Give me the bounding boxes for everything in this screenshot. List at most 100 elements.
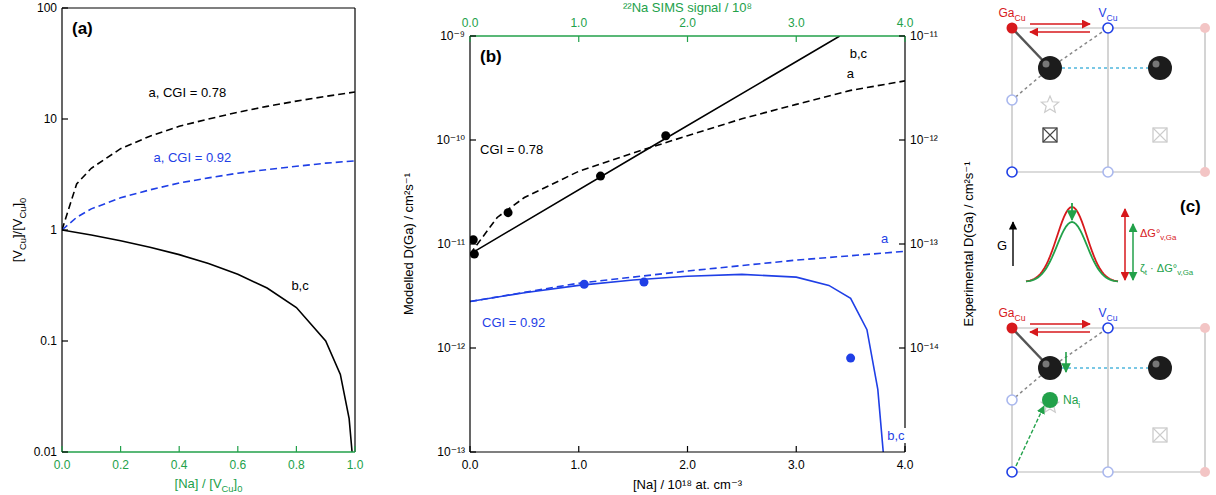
tick-label: 10⁻¹² [437, 341, 465, 355]
text-part: 0.8 [288, 458, 305, 472]
tick-label: 0.2 [112, 458, 129, 472]
tick-label: 10⁻¹³ [437, 445, 465, 459]
y-axis-title: [VCu]/[VCu]0 [10, 198, 28, 263]
energy-axis-arrow [1012, 222, 1013, 266]
text-part: 0.01 [34, 445, 58, 459]
text-part: Cu [1015, 13, 1026, 23]
panel-label: (c) [1180, 197, 1201, 216]
series-label: a [881, 231, 889, 246]
tick-label: 0.8 [288, 458, 305, 472]
energy-axis-label: G [997, 238, 1007, 253]
faint-site [1200, 23, 1210, 33]
text-part: CGI = 0.78 [480, 142, 543, 157]
lattice-edge [1204, 28, 1205, 172]
data-point [470, 235, 478, 244]
label-patch [880, 231, 890, 246]
tick-label: 10 [44, 112, 58, 126]
tick [61, 446, 62, 452]
tick [904, 446, 905, 452]
tick-label: 4.0 [897, 458, 914, 472]
lattice-cell: GaCuVCu [998, 6, 1210, 177]
tick [469, 446, 470, 452]
x-axis [62, 451, 355, 452]
text-part: Cu [1015, 313, 1026, 323]
tick-label: 100 [37, 1, 57, 15]
lattice-cell: NaiGaCuVCu [998, 306, 1210, 477]
exchange-arrow [1030, 31, 1090, 33]
plot-area [62, 92, 355, 452]
text-part: a, CGI = 0.78 [149, 85, 227, 100]
figure: 0.00.20.40.60.81.00.010.1110100[Na] / [V… [0, 0, 1216, 495]
tick [687, 446, 688, 452]
lowered-barrier-label: ζt · ΔG°v,Ga [1140, 262, 1194, 277]
tick-label: 2.0 [679, 458, 696, 472]
tick-label: 0.1 [40, 334, 57, 348]
tick [237, 446, 238, 452]
tick-label: 10⁻¹⁰ [437, 133, 466, 147]
tick [296, 446, 297, 452]
site-box-cross [1153, 128, 1167, 142]
label-patch [849, 46, 869, 61]
lattice-edge [1107, 28, 1108, 172]
atom-label: VCu [1098, 6, 1117, 23]
host-atom-highlight [1153, 61, 1160, 68]
atom-label: Nai [1063, 393, 1080, 410]
tick [62, 7, 68, 8]
text-part: 0.6 [229, 458, 246, 472]
text-part: 0.1 [40, 334, 57, 348]
tick-label: 0.0 [54, 458, 71, 472]
host-atom-highlight [1153, 361, 1160, 368]
label-patch [479, 142, 544, 157]
series-label: b,c [887, 428, 905, 443]
series-line [62, 161, 355, 230]
tick-label: 0.6 [229, 458, 246, 472]
tick-label: 10⁻¹¹ [437, 237, 465, 251]
text-part: a, CGI = 0.92 [154, 150, 232, 165]
faint-site [1200, 467, 1210, 477]
text-part: 3.0 [788, 458, 805, 472]
tick [120, 446, 121, 452]
data-point [596, 172, 605, 181]
series-line [470, 36, 840, 254]
annotation: CGI = 0.92 [482, 315, 545, 330]
host-atom-highlight [1043, 361, 1050, 368]
text-part: 100 [37, 1, 57, 15]
tick [62, 229, 68, 230]
text-part: [Na] / 10¹⁸ at. cm⁻³ [633, 477, 743, 492]
series-label: a [847, 66, 855, 81]
tick [470, 451, 476, 452]
exchange-arrow [1030, 23, 1090, 25]
label-patch [846, 66, 856, 81]
data-point [470, 250, 479, 259]
bond [1012, 28, 1050, 68]
text-part: a [881, 231, 889, 246]
text-part: 10⁻¹⁴ [910, 341, 939, 355]
tick-label: 10⁻¹⁴ [910, 341, 939, 355]
text-part: 0.4 [171, 458, 188, 472]
tick-label: 1.0 [347, 458, 364, 472]
faint-site [1200, 167, 1210, 177]
tick [62, 451, 68, 452]
site-box [1043, 128, 1057, 142]
bond [1050, 67, 1160, 68]
series-labels: a, CGI = 0.78a, CGI = 0.92b,c [148, 85, 311, 293]
tick-label: 1.0 [570, 16, 587, 30]
panel-label: (b) [480, 47, 502, 66]
text-part: (c) [1180, 197, 1201, 216]
text-part: Cu [1107, 13, 1118, 23]
text-part: v,Ga [1177, 268, 1194, 277]
energy-diagram: GΔG°v,Gaζt · ΔG°v,Ga(c) [997, 197, 1201, 281]
host-atom [1038, 356, 1062, 380]
panel-a: 0.00.20.40.60.81.00.010.1110100[Na] / [V… [10, 1, 364, 494]
exchange-arrow [1030, 331, 1090, 333]
text-part: · ΔG° [1147, 262, 1177, 274]
tick [470, 243, 476, 244]
text-part: Cu [1107, 313, 1118, 323]
lowered-barrier-curve [1026, 222, 1118, 281]
data-point [504, 208, 513, 217]
tick-label: 0.0 [462, 458, 479, 472]
label-patch [153, 150, 233, 165]
tick-label: 10⁻¹² [910, 133, 938, 147]
tick-label: 3.0 [788, 458, 805, 472]
vacancy-site [1103, 467, 1113, 477]
